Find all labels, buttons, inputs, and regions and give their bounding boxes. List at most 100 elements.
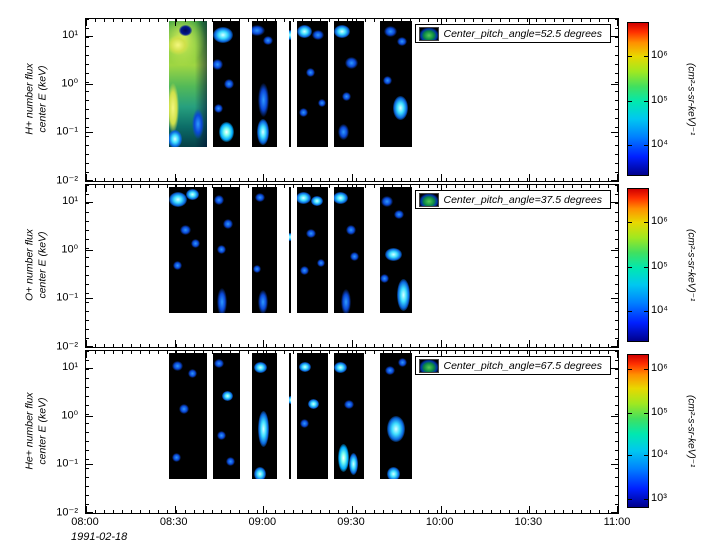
colorbar-tick-label: 10⁴: [651, 303, 668, 316]
y-tick-label: 10⁻¹: [56, 125, 78, 138]
x-tick-mark: [263, 506, 265, 513]
flux-blob: [253, 265, 262, 274]
x-tick-mark: [352, 19, 353, 26]
flux-blob: [190, 238, 200, 248]
colorbar-unit-label: (cm²-s-sr-keV)⁻¹: [685, 228, 697, 302]
flux-blob: [334, 25, 350, 39]
spectrogram-data-strip: [297, 186, 329, 313]
colorbar-tick-mark: [628, 100, 632, 102]
flux-blob: [178, 24, 192, 36]
y-minor-ticks: [615, 351, 618, 513]
flux-blob: [257, 119, 270, 146]
colorbar-tick-label: 10⁶: [651, 49, 668, 62]
y-tick-mark: [86, 201, 93, 203]
colorbar-tick-mark: [628, 266, 632, 268]
x-tick-mark: [529, 351, 531, 358]
y-minor-ticks: [615, 19, 618, 181]
y-tick-label: 10⁻²: [56, 506, 78, 519]
colorbar-he-plus: [627, 354, 649, 508]
x-tick-label: 10:30: [514, 516, 543, 528]
spectrogram-data-strip: [251, 352, 277, 479]
legend-he-plus: Center_pitch_angle=67.5 degrees: [414, 356, 611, 375]
colorbar-tick-labels: 10⁶ 10⁵ 10⁴ 10³: [651, 354, 685, 506]
flux-blob: [187, 369, 197, 379]
colorbar-tick-mark: [628, 222, 632, 224]
flux-blob: [381, 195, 394, 207]
y-axis-tick-labels: 10¹ 10⁰ 10⁻¹ 10⁻²: [0, 350, 81, 518]
x-tick-label: 08:30: [159, 516, 188, 528]
x-tick-mark: [174, 174, 176, 181]
flux-blob: [255, 193, 266, 203]
flux-blob: [384, 248, 402, 262]
x-tick-mark: [86, 185, 87, 192]
flux-blob: [216, 287, 227, 313]
legend-label: Center_pitch_angle=67.5 degrees: [443, 359, 603, 372]
y-tick-label: 10¹: [62, 28, 78, 41]
flux-blob: [385, 365, 396, 375]
flux-blob: [300, 266, 310, 276]
x-tick-mark: [529, 340, 531, 347]
y-minor-ticks: [86, 351, 89, 513]
flux-blob: [222, 391, 234, 402]
y-tick-mark: [86, 416, 93, 418]
flux-blob: [397, 37, 408, 47]
spectrogram-plot-h-plus: Center_pitch_angle=52.5 degrees: [85, 18, 619, 182]
spectrogram-data-strip: [380, 352, 412, 479]
y-tick-mark: [86, 180, 93, 181]
legend-h-plus: Center_pitch_angle=52.5 degrees: [414, 24, 611, 43]
flux-blob: [289, 232, 292, 241]
flux-blob: [397, 279, 411, 312]
x-tick-mark: [263, 174, 265, 181]
flux-blob: [289, 30, 292, 41]
y-tick-mark: [86, 346, 93, 347]
x-tick-mark: [174, 351, 176, 358]
y-tick-mark: [86, 367, 93, 369]
x-tick-mark: [617, 506, 618, 513]
x-tick-mark: [86, 174, 87, 181]
spectrogram-data-strip: [380, 186, 412, 313]
legend-label: Center_pitch_angle=52.5 degrees: [443, 27, 603, 40]
y-tick-mark: [611, 464, 618, 466]
flux-blob: [344, 399, 355, 409]
flux-blob: [334, 361, 347, 373]
legend-spectrogram-icon: [418, 26, 439, 41]
colorbar-tick-mark: [644, 266, 648, 268]
y-tick-mark: [611, 35, 618, 37]
flux-blob: [300, 419, 310, 429]
spectrogram-plot-he-plus: Center_pitch_angle=67.5 degrees: [85, 350, 619, 514]
flux-blob: [178, 404, 189, 415]
spectrogram-data-strip: [251, 186, 277, 313]
colorbar-tick-label: 10⁴: [651, 448, 668, 461]
spectrogram-data-strip: [213, 186, 240, 313]
panel-h-plus: H+ number flux center E (keV) 10¹ 10⁰ 10⁻¹…: [0, 18, 710, 186]
flux-blob: [380, 274, 389, 284]
flux-blob: [172, 360, 184, 371]
x-tick-mark: [617, 19, 618, 26]
x-tick-mark: [352, 185, 353, 192]
flux-blob: [306, 67, 316, 77]
x-tick-label: 10:00: [425, 516, 454, 528]
y-tick-mark: [611, 367, 618, 369]
x-tick-mark: [617, 340, 618, 347]
x-tick-mark: [440, 351, 442, 358]
y-axis-tick-labels: 10¹ 10⁰ 10⁻¹ 10⁻²: [0, 184, 81, 352]
flux-blob: [179, 225, 191, 236]
spectrogram-data-strip: [251, 20, 277, 147]
x-tick-mark: [440, 19, 442, 26]
flux-blob: [341, 92, 351, 102]
x-tick-mark: [263, 340, 265, 347]
flux-blob: [253, 361, 267, 373]
flux-blob: [168, 34, 189, 55]
colorbar-tick-labels: 10⁶ 10⁵ 10⁴: [651, 22, 685, 174]
y-tick-label: 10⁻¹: [56, 291, 78, 304]
y-minor-ticks: [86, 185, 89, 347]
flux-blob: [337, 443, 349, 472]
flux-blob: [251, 24, 266, 36]
panel-he-plus: He+ number flux center E (keV) 10¹ 10⁰ 10⁻…: [0, 350, 710, 518]
y-tick-mark: [611, 298, 618, 300]
colorbar-tick-mark: [628, 144, 632, 146]
colorbar-tick-label: 10⁴: [651, 137, 668, 150]
flux-blob: [171, 453, 181, 463]
x-tick-mark: [529, 174, 531, 181]
legend-spectrogram-icon: [418, 358, 439, 373]
